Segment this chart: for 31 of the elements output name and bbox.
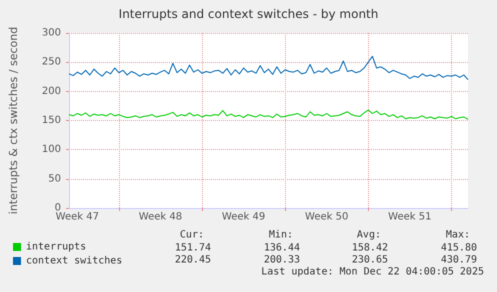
text: 220.45 [174,254,211,266]
text: 200.33 [264,254,300,266]
y-tick-label: 0 [54,202,61,214]
y-tick-label: 250 [42,56,61,68]
y-tick-label: 300 [42,28,61,38]
line-series [68,56,468,80]
text: 415.80 [440,242,477,254]
text: Cur: [180,230,204,240]
y-tick-label: 150 [42,115,61,126]
text: 151.74 [174,242,211,254]
legend-label: interrupts [26,242,86,252]
line-series [68,110,468,120]
text: Max: [446,230,470,240]
y-axis-title: interrupts & ctx switches / second [7,26,20,214]
text: Min: [268,230,293,240]
y-tick-label: 200 [42,86,61,97]
text: 230.65 [352,254,388,266]
y-tick-label: 100 [42,144,61,156]
text: 430.79 [440,254,477,266]
text: Avg: [356,230,381,240]
text: Last update: Mon Dec 22 04:00:05 2025 [261,266,484,278]
x-tick-label: Week 49 [222,212,266,222]
x-tick-label: Week 51 [388,212,432,222]
text: 136.44 [264,242,300,254]
x-tick-label: Week 48 [138,212,182,222]
x-tick-label: Week 50 [305,212,348,222]
y-tick-label: 50 [48,173,61,184]
text: 158.42 [352,242,388,254]
chart-title: Interrupts and context switches - by month [118,7,378,21]
legend-label: context switches [26,256,122,266]
x-tick-label: Week 47 [56,212,99,222]
